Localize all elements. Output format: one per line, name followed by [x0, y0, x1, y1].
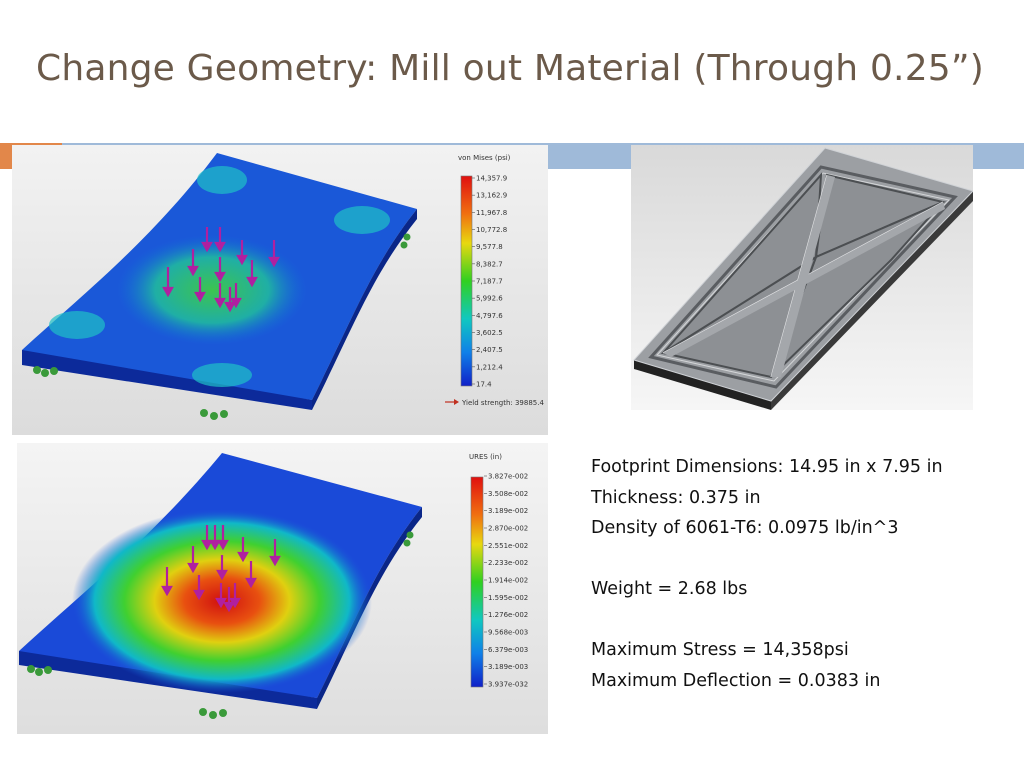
fixture-icon: [200, 409, 228, 420]
legend-tick-label: 2.870e-002: [488, 525, 528, 533]
legend-tick-label: 1.914e-002: [488, 577, 528, 585]
load-arrow-icon: [245, 561, 257, 589]
legend-tick-label: 9,577.8: [476, 243, 503, 251]
yield-strength-label: Yield strength: 39885.4: [461, 399, 544, 407]
specs-list: Footprint Dimensions: 14.95 in x 7.95 in…: [591, 452, 943, 696]
load-arrow-icon: [161, 567, 173, 597]
load-arrow-icon: [224, 287, 236, 313]
load-arrow-icon: [246, 260, 258, 288]
load-arrow-icon: [214, 227, 226, 253]
legend-tick-label: 10,772.8: [476, 226, 507, 234]
legend-tick-label: 1.595e-002: [488, 594, 528, 602]
load-arrow-icon: [193, 575, 205, 601]
slide-title: Change Geometry: Mill out Material (Thro…: [36, 48, 985, 89]
legend-tick-label: 1.276e-002: [488, 611, 528, 619]
load-arrow-icon: [237, 537, 249, 563]
load-arrow-icon: [236, 240, 248, 266]
color-scale: [470, 476, 484, 688]
color-scale: [460, 175, 473, 387]
legend-title: von Mises (psi): [458, 154, 511, 162]
legend-tick-label: 4,797.6: [476, 312, 503, 320]
legend-tick-label: 11,967.8: [476, 209, 507, 217]
load-arrow-icon: [214, 283, 226, 309]
spec-density: Density of 6061-T6: 0.0975 lb/in^3: [591, 518, 899, 538]
load-arrow-icon: [269, 539, 281, 567]
yield-arrow-icon: [445, 399, 459, 405]
legend-tick-label: 7,187.7: [476, 278, 503, 286]
load-arrow-icon: [187, 249, 199, 277]
legend-tick-label: 13,162.9: [476, 192, 507, 200]
legend-tick-label: 3.508e-002: [488, 490, 528, 498]
load-arrow-icon: [230, 283, 242, 309]
legend-tick-label: 2.233e-002: [488, 559, 528, 567]
load-arrow-icon: [217, 525, 229, 551]
load-arrow-icon: [162, 267, 174, 298]
legend-tick-label: 9.568e-003: [488, 629, 528, 637]
load-arrow-icon: [268, 240, 280, 268]
load-arrow-icon: [209, 525, 221, 551]
stress-plot: von Mises (psi) 14,357.9 13,162.9 11,967.8…: [12, 145, 548, 435]
load-arrow-icon: [229, 583, 241, 609]
cad-model-view: [631, 145, 973, 410]
legend-title: URES (in): [469, 453, 502, 461]
spec-max-stress: Maximum Stress = 14,358psi: [591, 640, 849, 660]
legend-tick-label: 3.189e-002: [488, 507, 528, 515]
legend-tick-label: 3.189e-003: [488, 663, 528, 671]
load-arrow-icon: [187, 546, 199, 574]
load-arrow-icon: [201, 227, 213, 253]
load-arrow-icon: [201, 525, 213, 551]
fixture-icon: [199, 708, 227, 719]
legend-tick-label: 2,407.5: [476, 346, 503, 354]
fixture-icon: [33, 366, 58, 377]
displacement-plot: URES (in) 3.827e-002 3.508e-002 3.189e-002…: [17, 443, 548, 734]
legend-tick-label: 2.551e-002: [488, 542, 528, 550]
load-arrow-icon: [216, 555, 228, 581]
legend-tick-label: 3.937e-032: [488, 681, 528, 689]
spec-max-deflection: Maximum Deflection = 0.0383 in: [591, 670, 881, 691]
spec-weight: Weight = 2.68 lbs: [591, 579, 748, 599]
load-arrow-icon: [223, 587, 235, 613]
legend-tick-label: 14,357.9: [476, 175, 507, 183]
legend-tick-label: 5,992.6: [476, 295, 503, 303]
legend-tick-label: 8,382.7: [476, 260, 503, 268]
legend-tick-label: 6.379e-003: [488, 646, 528, 654]
legend-tick-label: 1,212.4: [476, 363, 503, 371]
load-arrow-icon: [214, 257, 226, 283]
fixture-icon: [400, 233, 411, 249]
load-arrow-icon: [194, 277, 206, 303]
spec-thickness: Thickness: 0.375 in: [591, 487, 761, 508]
legend-tick-label: 3.827e-002: [488, 473, 528, 481]
load-arrow-icon: [215, 583, 227, 609]
fixture-icon: [403, 531, 414, 547]
legend-tick-label: 17.4: [476, 381, 492, 389]
legend-tick-label: 3,602.5: [476, 329, 503, 337]
fixture-icon: [27, 665, 52, 676]
spec-footprint: Footprint Dimensions: 14.95 in x 7.95 in: [591, 457, 943, 477]
